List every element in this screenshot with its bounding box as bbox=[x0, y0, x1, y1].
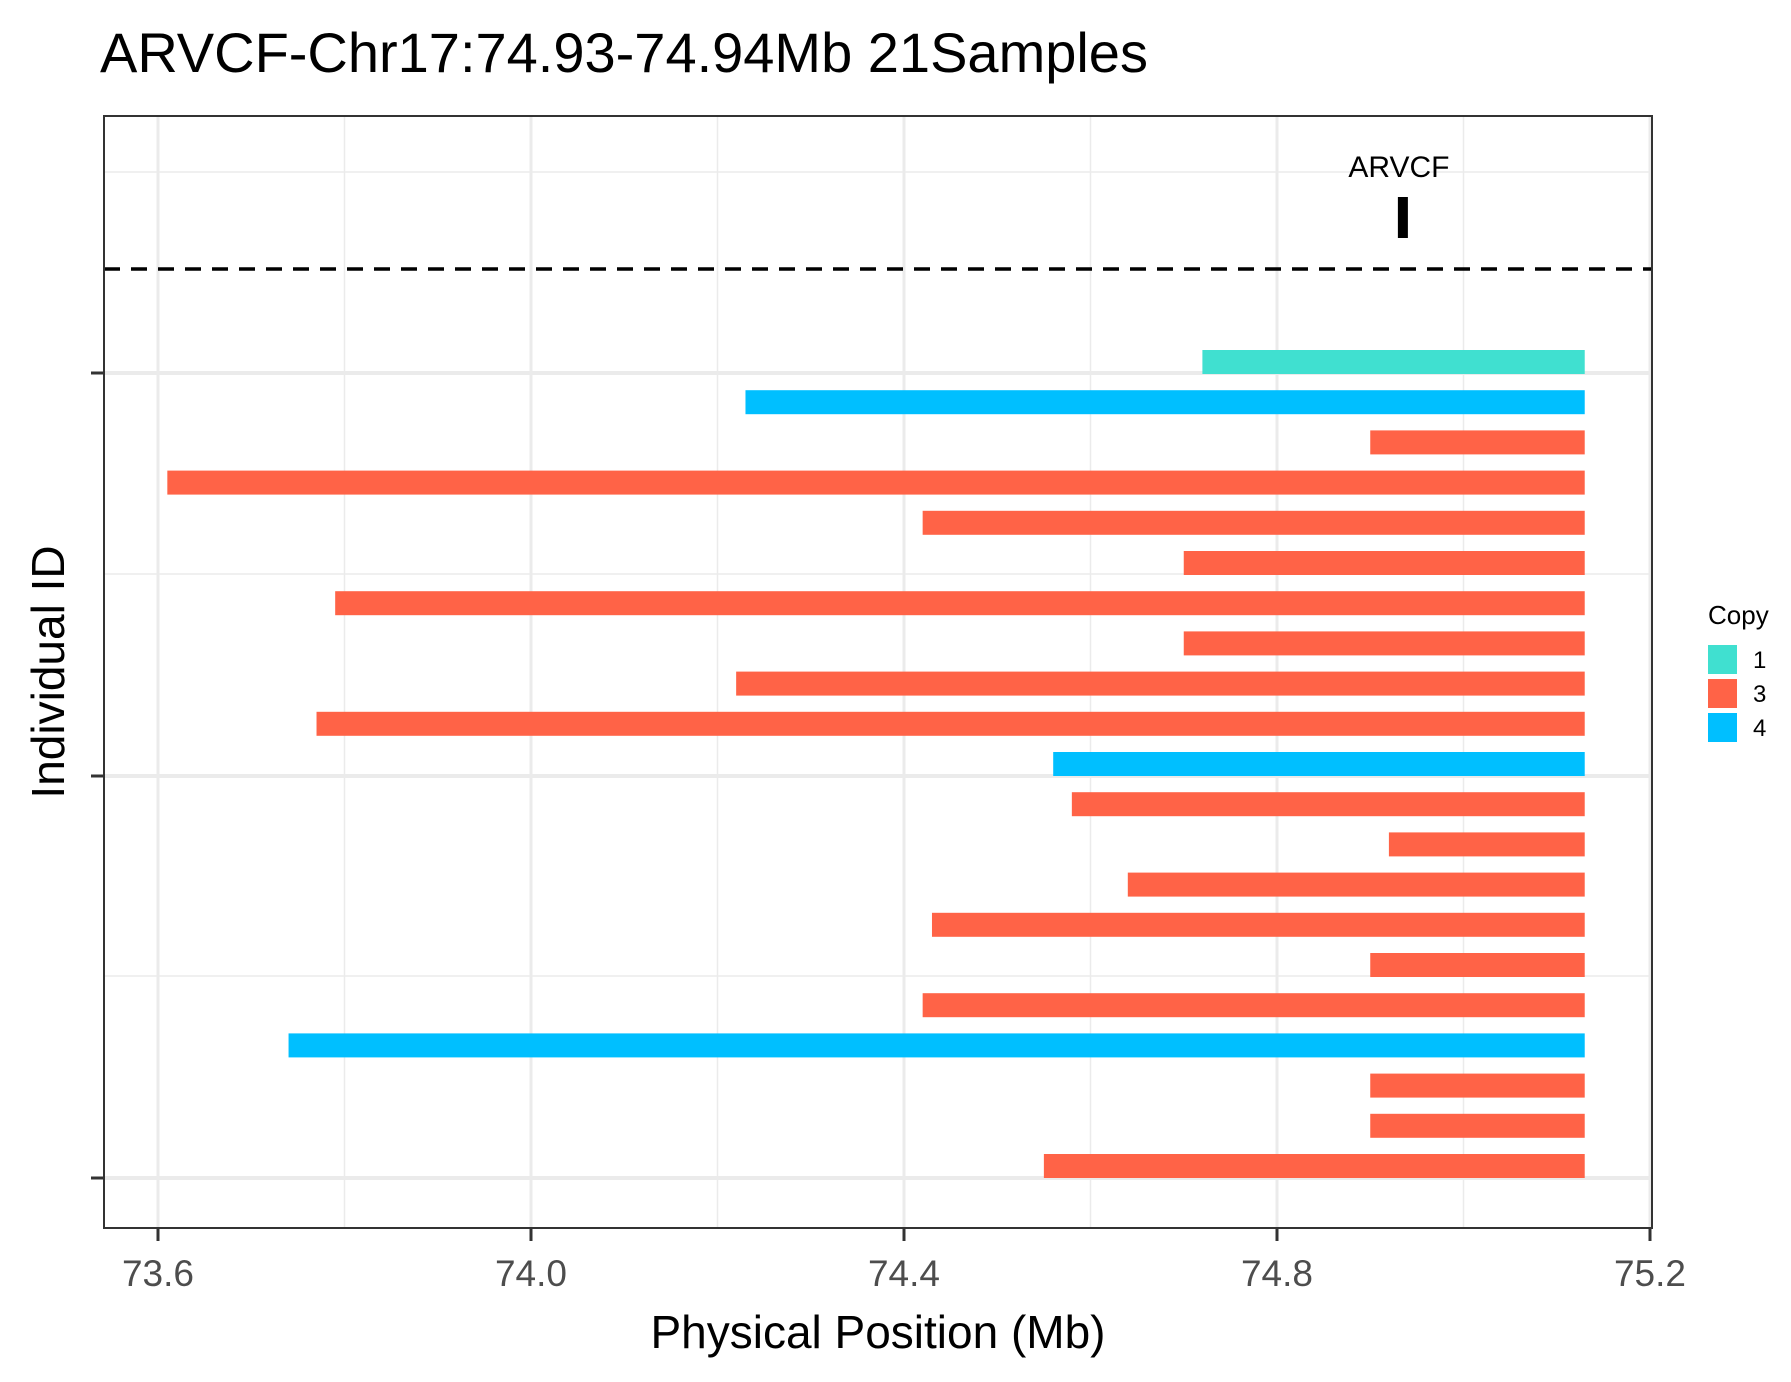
legend-swatch bbox=[1708, 679, 1737, 708]
segment-bar bbox=[1183, 551, 1585, 575]
segment-bar bbox=[316, 711, 1585, 736]
segment-bar bbox=[167, 470, 1585, 495]
legend-label: 3 bbox=[1753, 681, 1766, 708]
plot-panel-border bbox=[103, 115, 1653, 1229]
legend-swatch bbox=[1708, 645, 1737, 674]
y-axis-label: Individual ID bbox=[22, 545, 74, 798]
legend-swatch bbox=[1708, 713, 1737, 742]
x-tick-label: 74.0 bbox=[495, 1253, 567, 1294]
x-tick-label: 75.2 bbox=[1614, 1253, 1686, 1294]
segment-bar bbox=[1370, 430, 1585, 455]
segment-bar bbox=[1053, 752, 1585, 776]
x-tick-label: 73.6 bbox=[122, 1253, 194, 1294]
x-axis-label: Physical Position (Mb) bbox=[650, 1306, 1105, 1358]
segment-bar bbox=[745, 390, 1585, 415]
segment-bar bbox=[335, 591, 1585, 616]
x-tick-label: 74.4 bbox=[868, 1253, 940, 1294]
y-axis-ticks bbox=[91, 371, 104, 1180]
segment-bar bbox=[1370, 1113, 1585, 1138]
segment-bar bbox=[1043, 1154, 1585, 1178]
gene-label: ARVCF bbox=[1348, 151, 1449, 184]
legend-label: 4 bbox=[1753, 715, 1766, 742]
segment-bar bbox=[922, 993, 1585, 1018]
x-tick-label: 74.8 bbox=[1241, 1253, 1313, 1294]
segment-bar bbox=[931, 912, 1585, 937]
segment-bar bbox=[1071, 792, 1585, 817]
segment-bar bbox=[1127, 872, 1585, 897]
segment-bar bbox=[1202, 350, 1585, 374]
legend-title: Copy bbox=[1708, 600, 1769, 630]
legend: Copy 1 3 4 bbox=[1708, 600, 1769, 742]
segment-bar bbox=[1370, 953, 1585, 977]
segment-bar bbox=[736, 671, 1585, 696]
x-axis: 73.6 74.0 74.4 74.8 75.2 bbox=[122, 1228, 1686, 1294]
gene-tick-mark bbox=[1397, 197, 1408, 238]
gene-marker: ARVCF bbox=[1348, 151, 1449, 238]
segment-bar bbox=[922, 510, 1585, 535]
segment-bar bbox=[1183, 631, 1585, 656]
segment-bar bbox=[1370, 1073, 1585, 1098]
legend-label: 1 bbox=[1753, 647, 1766, 674]
segment-bars bbox=[167, 350, 1585, 1178]
segment-bar bbox=[1388, 832, 1585, 857]
chart-title: ARVCF-Chr17:74.93-74.94Mb 21Samples bbox=[100, 21, 1148, 84]
segment-bar bbox=[288, 1033, 1585, 1058]
